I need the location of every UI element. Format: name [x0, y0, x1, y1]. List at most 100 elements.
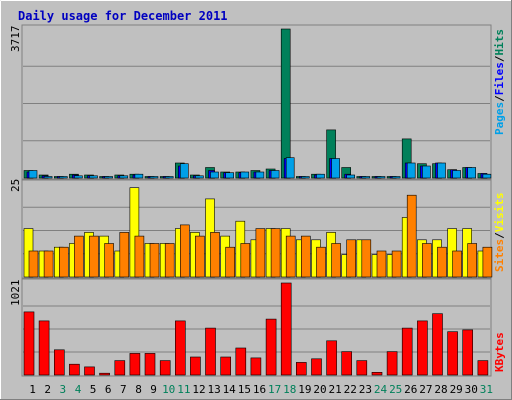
bar-sites-day-3 — [58, 246, 69, 278]
bar-pages-day-23 — [361, 176, 371, 179]
bar-pages-day-21 — [331, 158, 340, 179]
panel-hits — [21, 24, 492, 180]
bar-kbytes-day-6 — [99, 372, 110, 376]
bar-pages-day-30 — [467, 167, 477, 179]
bar-kbytes-day-22 — [341, 351, 353, 376]
x-tick-label-day-13: 13 — [207, 383, 220, 396]
bar-kbytes-day-29 — [447, 331, 458, 376]
bar-kbytes-day-14 — [220, 356, 231, 376]
bar-sites-day-26 — [406, 194, 417, 278]
bar-sites-day-8 — [134, 235, 145, 278]
x-tick-label-day-21: 21 — [328, 383, 341, 396]
x-tick-label-day-19: 19 — [298, 383, 311, 396]
x-tick-label-day-7: 7 — [120, 383, 127, 396]
bar-hits-day-18 — [280, 28, 291, 179]
bar-sites-day-5 — [89, 235, 99, 278]
bar-pages-day-26 — [406, 162, 416, 179]
bar-sites-day-29 — [452, 250, 462, 278]
bar-sites-day-22 — [346, 239, 357, 278]
bar-kbytes-day-3 — [53, 349, 65, 376]
bar-sites-day-10 — [164, 243, 175, 278]
x-tick-label-day-20: 20 — [313, 383, 326, 396]
bar-sites-day-18 — [285, 235, 296, 278]
bar-sites-day-30 — [467, 243, 478, 278]
bars — [23, 28, 493, 376]
bar-sites-day-24 — [376, 250, 387, 278]
bar-kbytes-day-7 — [114, 360, 126, 376]
x-tick-label-day-28: 28 — [434, 383, 447, 396]
bar-kbytes-day-11 — [175, 320, 186, 376]
bar-pages-day-8 — [134, 173, 144, 179]
bar-sites-day-6 — [104, 243, 114, 278]
bar-kbytes-day-20 — [311, 358, 322, 376]
bar-sites-day-12 — [195, 235, 205, 278]
legend-separator: / — [493, 55, 506, 62]
bar-pages-day-9 — [149, 176, 159, 179]
x-tick-label-day-31: 31 — [480, 383, 493, 396]
bar-sites-day-20 — [316, 246, 326, 278]
bar-kbytes-day-30 — [462, 329, 474, 376]
bar-pages-day-20 — [316, 173, 325, 179]
legend-kbytes: KBytes — [493, 332, 506, 372]
bar-pages-day-7 — [119, 175, 129, 179]
bar-visits-day-8 — [129, 187, 140, 278]
bar-pages-day-3 — [58, 176, 68, 179]
x-tick-label-day-27: 27 — [419, 383, 432, 396]
x-tick-label-day-17: 17 — [268, 383, 281, 396]
bar-pages-day-6 — [104, 176, 113, 179]
bar-sites-day-31 — [482, 246, 493, 278]
bar-pages-day-4 — [74, 175, 83, 179]
bar-kbytes-day-26 — [401, 327, 413, 376]
bar-sites-day-2 — [43, 250, 54, 278]
bar-sites-day-7 — [119, 232, 130, 278]
x-tick-label-day-10: 10 — [162, 383, 175, 396]
bar-pages-day-14 — [225, 172, 234, 179]
legend-separator: / — [493, 232, 506, 239]
x-axis-labels: 1 2 3 4 5 6 7 8 9 10 11 12 13 14 15 16 17 18 19 20 21 22 23 24 2… — [29, 383, 493, 396]
x-tick-label-day-18: 18 — [283, 383, 296, 396]
bar-kbytes-day-19 — [295, 362, 307, 376]
x-tick-label-day-9: 9 — [150, 383, 157, 396]
legend-hits: Pages/Files/Hits — [493, 29, 506, 135]
bar-pages-day-17 — [270, 170, 280, 179]
bar-pages-day-12 — [195, 175, 204, 179]
bar-sites-day-17 — [270, 228, 281, 278]
bar-kbytes-day-5 — [84, 366, 95, 376]
bar-sites-day-4 — [74, 235, 84, 278]
bar-pages-day-24 — [376, 176, 386, 179]
bar-sites-day-13 — [210, 232, 220, 278]
bar-kbytes-day-21 — [326, 340, 337, 376]
bar-kbytes-day-2 — [38, 320, 50, 376]
x-tick-label-day-4: 4 — [75, 383, 82, 396]
bar-kbytes-day-1 — [23, 311, 35, 376]
bar-pages-day-19 — [300, 176, 310, 179]
bar-sites-day-14 — [225, 246, 235, 278]
bar-sites-day-19 — [300, 235, 311, 278]
legend-hits-label: Hits — [493, 29, 506, 56]
x-tick-label-day-8: 8 — [135, 383, 142, 396]
x-tick-label-day-1: 1 — [29, 383, 36, 396]
x-tick-label-day-29: 29 — [450, 383, 463, 396]
bar-pages-day-28 — [437, 162, 446, 179]
chart-title: Daily usage for December 2011 — [18, 9, 228, 23]
bar-pages-day-11 — [180, 163, 189, 179]
x-tick-label-day-26: 26 — [404, 383, 417, 396]
x-tick-label-day-22: 22 — [344, 383, 357, 396]
x-tick-label-day-30: 30 — [465, 383, 478, 396]
bar-pages-day-16 — [255, 171, 265, 179]
x-tick-label-day-23: 23 — [359, 383, 372, 396]
bar-pages-day-25 — [391, 176, 401, 179]
bar-sites-day-1 — [28, 250, 39, 278]
bar-kbytes-day-15 — [235, 347, 247, 376]
x-tick-label-day-5: 5 — [90, 383, 97, 396]
bar-sites-day-28 — [437, 246, 447, 278]
legend-visits: Sites/Visits — [493, 193, 506, 273]
bar-pages-day-31 — [482, 173, 492, 179]
legend-visits-label: Visits — [493, 193, 506, 233]
x-tick-label-day-25: 25 — [389, 383, 402, 396]
bar-kbytes-day-4 — [69, 363, 80, 376]
bar-pages-day-1 — [28, 170, 38, 179]
bar-kbytes-day-25 — [386, 351, 398, 376]
x-tick-label-day-2: 2 — [44, 383, 51, 396]
